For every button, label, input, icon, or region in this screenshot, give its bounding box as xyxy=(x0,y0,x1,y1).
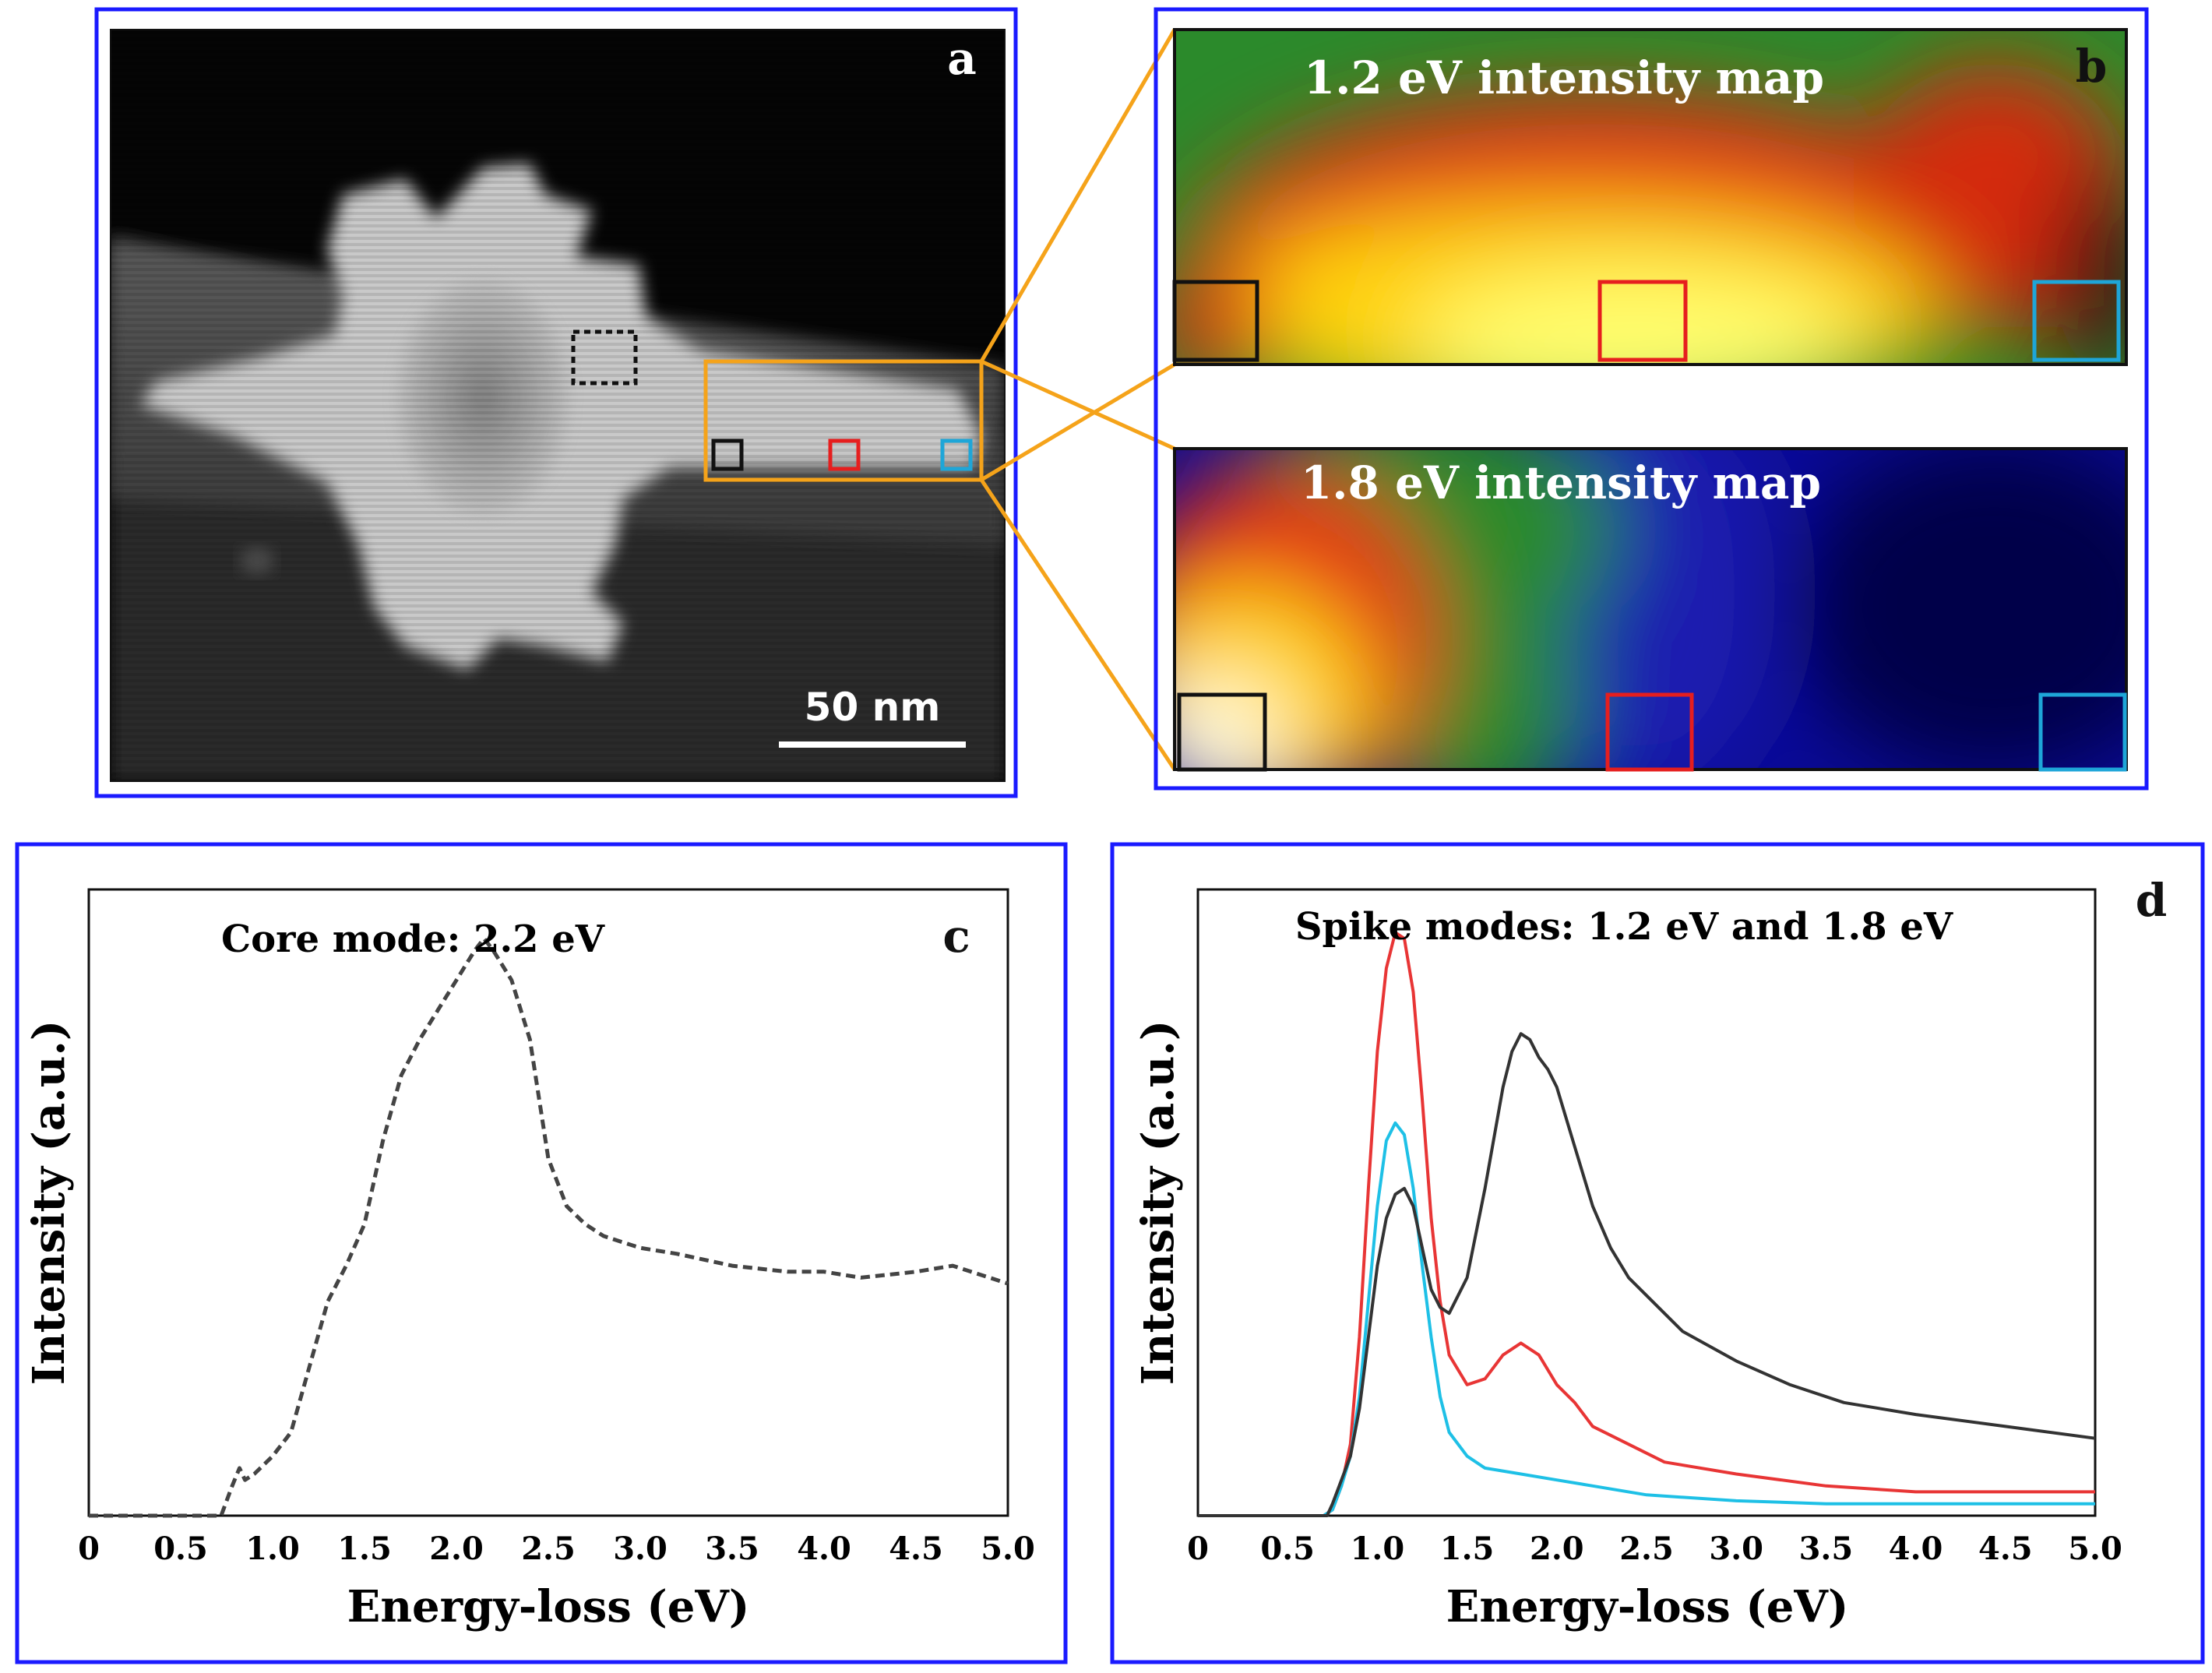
dotted-core-box xyxy=(571,329,638,386)
x-tick-label: 0 xyxy=(1187,1530,1209,1567)
x-tick-label: 4.0 xyxy=(797,1530,851,1567)
box-red-b2 xyxy=(1605,692,1694,772)
x-tick-label: 2.0 xyxy=(429,1530,484,1567)
x-tick-label: 3.0 xyxy=(1709,1530,1763,1567)
intensity-map-2 xyxy=(1175,449,2126,770)
x-tick-label: 1.0 xyxy=(1351,1530,1405,1567)
series-line-black xyxy=(1198,1032,2096,1517)
intensity-map-1 xyxy=(1175,30,2126,365)
panel-b-frame xyxy=(1154,7,2149,791)
box-black-b2 xyxy=(1177,692,1267,772)
x-tick-label: 2.5 xyxy=(521,1530,576,1567)
chart-c-marks: 0 0.5 1.0 1.5 2.0 2.5 3.0 3.5 4.0 4.5 5.0 xyxy=(78,936,1035,1567)
panel-label-a: a xyxy=(947,32,977,85)
box-red-b1 xyxy=(1597,280,1688,362)
x-tick-label: 2.0 xyxy=(1530,1530,1584,1567)
box-cyan-b1 xyxy=(2032,280,2121,362)
chart-d-marks: 0 0.5 1.0 1.5 2.0 2.5 3.0 3.5 4.0 4.5 5.0 xyxy=(1187,931,2122,1567)
panel-label-d: d xyxy=(2136,874,2168,927)
x-tick-label: 4.0 xyxy=(1889,1530,1943,1567)
x-tick-label: 0 xyxy=(78,1530,100,1567)
x-tick-label: 0.5 xyxy=(1260,1530,1315,1567)
scale-bar-label: 50 nm xyxy=(805,685,941,730)
panel-label-c: c xyxy=(942,910,970,963)
box-black-a xyxy=(711,439,744,471)
chart-d-title: Spike modes: 1.2 eV and 1.8 eV xyxy=(1295,905,1953,949)
panel-label-b: b xyxy=(2076,40,2108,93)
x-tick-label: 2.5 xyxy=(1619,1530,1674,1567)
panel-c-frame xyxy=(15,842,1068,1664)
chart-d-xlabel: Energy-loss (eV) xyxy=(1446,1581,1849,1632)
series-line-cyan xyxy=(1198,1121,2095,1517)
panel-d-frame xyxy=(1110,842,2205,1664)
chart-c-xlabel: Energy-loss (eV) xyxy=(347,1581,750,1632)
chart-d-ylabel: Intensity (a.u.) xyxy=(1132,1020,1184,1386)
chart-c-plot-area xyxy=(87,888,1009,1517)
box-red-a xyxy=(828,439,861,471)
series-line-red xyxy=(1198,931,2095,1517)
box-black-b1 xyxy=(1172,280,1259,362)
map1-title: 1.2 eV intensity map xyxy=(1304,51,1824,104)
x-tick-label: 1.5 xyxy=(337,1530,392,1567)
x-tick-label: 1.0 xyxy=(245,1530,300,1567)
chart-c-ylabel: Intensity (a.u.) xyxy=(23,1020,75,1386)
box-cyan-b2 xyxy=(2038,692,2127,772)
x-tick-label: 1.5 xyxy=(1440,1530,1495,1567)
zoom-connectors xyxy=(979,28,1177,771)
panel-a-frame xyxy=(94,7,1018,798)
x-tick-label: 3.5 xyxy=(705,1530,759,1567)
x-tick-label: 4.5 xyxy=(889,1530,943,1567)
zoom-region-box xyxy=(703,359,984,482)
series-line-core xyxy=(89,936,1009,1518)
x-tick-label: 5.0 xyxy=(2068,1530,2122,1567)
x-tick-label: 3.5 xyxy=(1799,1530,1854,1567)
panel-d: 0 0.5 1.0 1.5 2.0 2.5 3.0 3.5 4.0 4.5 5.0 Spike mo… xyxy=(1110,842,2205,1664)
panel-c: 0 0.5 1.0 1.5 2.0 2.5 3.0 3.5 4.0 4.5 5.0 Core mod… xyxy=(15,842,1068,1664)
panel-a: 50 nm a xyxy=(94,7,1018,798)
map2-title: 1.8 eV intensity map xyxy=(1301,456,1821,509)
stem-image xyxy=(111,30,1005,781)
x-tick-label: 4.5 xyxy=(1978,1530,2033,1567)
x-tick-label: 0.5 xyxy=(153,1530,208,1567)
x-tick-label: 5.0 xyxy=(981,1530,1035,1567)
chart-c-title: Core mode: 2.2 eV xyxy=(221,918,605,961)
chart-d-plot-area xyxy=(1196,888,2097,1517)
x-tick-label: 3.0 xyxy=(613,1530,667,1567)
panel-b: 1.2 eV intensity map b 1.8 eV intensity … xyxy=(1154,7,2149,791)
box-cyan-a xyxy=(940,439,973,471)
